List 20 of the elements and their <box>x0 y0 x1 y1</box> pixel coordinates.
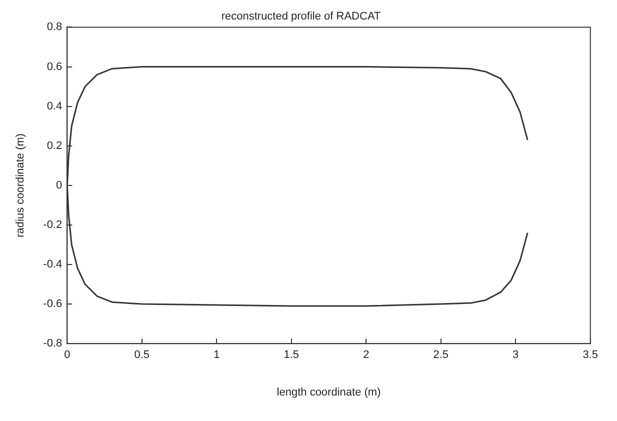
x-tick-label: 3 <box>512 349 519 362</box>
y-tick-label: -0.8 <box>43 338 62 350</box>
x-tick-label: 3.5 <box>582 349 598 362</box>
x-axis-title: length coordinate (m) <box>276 386 381 398</box>
y-tick-label: -0.4 <box>43 258 62 271</box>
chart-title: reconstructed profile of RADCAT <box>221 10 381 23</box>
y-tick-label: -0.6 <box>43 298 62 310</box>
x-tick-label: 0.5 <box>134 349 150 362</box>
x-tick-label: 2 <box>363 349 370 362</box>
x-tick-label: 0 <box>64 349 70 362</box>
y-tick-label: -0.2 <box>43 218 62 231</box>
x-tick-label: 2.5 <box>433 349 449 362</box>
y-tick-label: 0.4 <box>46 100 62 112</box>
x-tick-label: 1.5 <box>284 349 300 362</box>
y-tick-label: 0 <box>56 179 62 192</box>
y-tick-label: 0.2 <box>46 140 62 152</box>
y-tick-label: 0.8 <box>46 21 62 34</box>
y-tick-label: 0.6 <box>46 60 62 73</box>
y-axis-title: radius coordinate (m) <box>14 133 27 238</box>
x-tick-label: 1 <box>214 349 220 362</box>
